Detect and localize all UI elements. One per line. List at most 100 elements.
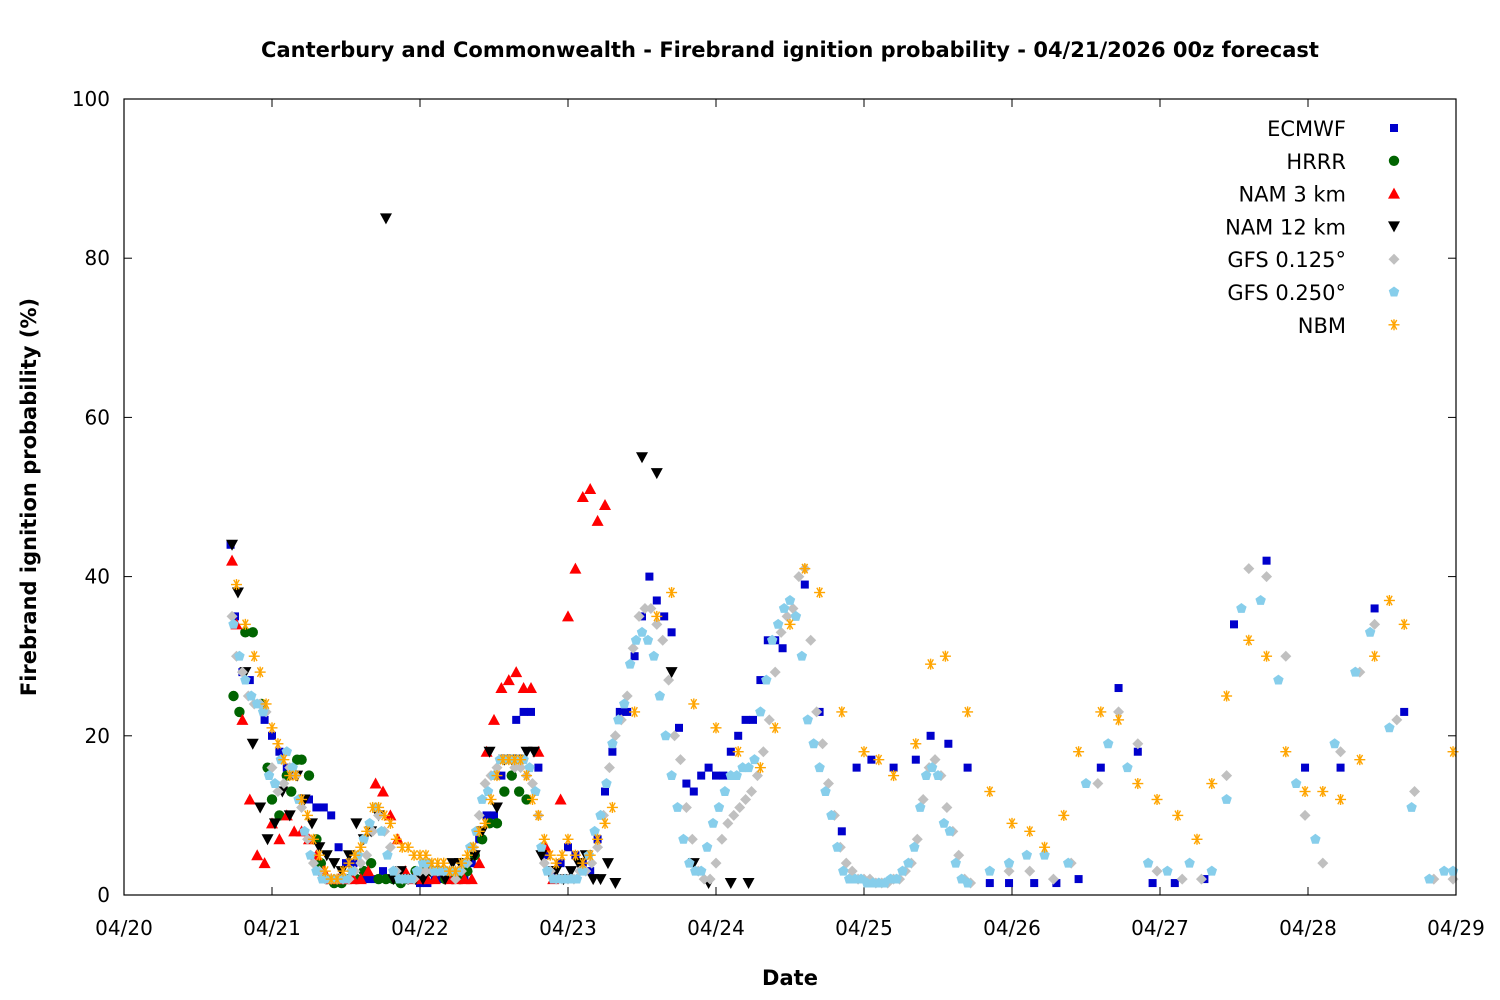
data-point bbox=[1261, 571, 1273, 583]
data-point bbox=[1400, 707, 1409, 716]
data-point bbox=[243, 793, 256, 805]
data-point bbox=[826, 809, 837, 820]
data-point bbox=[468, 850, 481, 862]
data-point bbox=[704, 873, 716, 885]
data-point bbox=[663, 674, 675, 686]
data-point bbox=[734, 731, 743, 740]
data-point bbox=[527, 707, 535, 716]
data-point bbox=[234, 706, 245, 718]
data-point bbox=[577, 857, 589, 869]
data-point bbox=[519, 707, 528, 716]
data-point bbox=[479, 817, 491, 829]
data-point bbox=[926, 731, 935, 740]
data-point bbox=[763, 714, 775, 726]
data-point bbox=[1030, 879, 1039, 888]
data-point bbox=[716, 833, 728, 845]
data-point bbox=[654, 690, 665, 701]
data-point bbox=[1383, 594, 1395, 606]
data-point bbox=[689, 787, 698, 796]
legend-marker bbox=[1388, 187, 1400, 199]
data-point bbox=[488, 713, 500, 725]
data-point bbox=[811, 706, 823, 718]
data-point bbox=[648, 650, 660, 661]
data-point bbox=[1132, 778, 1144, 790]
data-point bbox=[428, 873, 441, 885]
data-point bbox=[246, 738, 259, 750]
data-point bbox=[305, 818, 318, 830]
x-tick-label: 04/25 bbox=[835, 916, 893, 940]
legend-label: ECMWF bbox=[1267, 117, 1346, 141]
data-point bbox=[251, 849, 264, 861]
legend-marker bbox=[1388, 319, 1400, 331]
data-point bbox=[698, 873, 710, 885]
y-tick-label: 20 bbox=[85, 724, 110, 748]
data-point bbox=[719, 786, 731, 796]
data-point bbox=[1191, 833, 1203, 845]
series-4 bbox=[226, 563, 1459, 889]
legend-label: GFS 0.125° bbox=[1227, 248, 1346, 272]
data-point bbox=[805, 634, 817, 646]
data-point bbox=[296, 754, 307, 765]
data-point bbox=[586, 857, 598, 869]
data-point bbox=[684, 857, 695, 868]
data-point bbox=[619, 698, 630, 709]
data-point bbox=[1142, 857, 1154, 868]
data-point bbox=[571, 873, 583, 884]
data-point bbox=[950, 857, 961, 868]
data-point bbox=[373, 873, 384, 885]
data-point bbox=[376, 825, 387, 836]
data-point bbox=[564, 866, 577, 878]
data-point bbox=[473, 857, 486, 869]
data-point bbox=[636, 452, 648, 464]
data-point bbox=[334, 843, 343, 852]
data-point bbox=[287, 762, 298, 773]
data-point bbox=[1024, 825, 1036, 837]
data-point bbox=[963, 763, 972, 772]
data-point bbox=[420, 849, 432, 861]
data-point bbox=[749, 754, 760, 765]
data-point bbox=[272, 738, 284, 750]
data-point bbox=[1262, 556, 1271, 565]
data-point bbox=[920, 770, 932, 781]
data-point bbox=[623, 707, 632, 716]
data-point bbox=[858, 746, 870, 758]
data-point bbox=[365, 857, 377, 869]
data-point bbox=[1370, 604, 1379, 613]
data-point bbox=[666, 770, 677, 781]
data-point bbox=[589, 825, 600, 836]
data-point bbox=[680, 801, 692, 813]
data-point bbox=[592, 833, 604, 845]
data-point bbox=[530, 786, 541, 796]
data-point bbox=[838, 865, 849, 876]
data-point bbox=[630, 652, 639, 661]
data-point bbox=[660, 730, 671, 741]
data-point bbox=[891, 873, 902, 884]
data-point bbox=[534, 763, 543, 772]
data-point bbox=[769, 666, 781, 678]
data-point bbox=[938, 817, 950, 828]
data-point bbox=[1409, 786, 1421, 798]
data-point bbox=[778, 644, 787, 653]
data-point bbox=[675, 723, 683, 732]
data-point bbox=[710, 857, 722, 869]
data-point bbox=[577, 865, 589, 876]
data-point bbox=[915, 801, 926, 812]
data-point bbox=[1133, 747, 1142, 756]
data-point bbox=[1206, 865, 1218, 876]
data-point bbox=[377, 785, 389, 797]
data-point bbox=[584, 849, 596, 861]
data-point bbox=[239, 618, 251, 630]
data-point bbox=[513, 786, 525, 797]
data-point bbox=[564, 843, 572, 852]
data-point bbox=[1317, 857, 1329, 869]
data-point bbox=[473, 825, 485, 837]
data-point bbox=[382, 849, 393, 860]
x-tick-label: 04/27 bbox=[1131, 916, 1189, 940]
series-5 bbox=[228, 594, 1459, 888]
data-point bbox=[455, 857, 467, 869]
data-point bbox=[226, 554, 239, 566]
data-point bbox=[261, 834, 274, 846]
data-point bbox=[1096, 763, 1105, 772]
data-point bbox=[667, 628, 676, 637]
data-point bbox=[873, 754, 885, 766]
